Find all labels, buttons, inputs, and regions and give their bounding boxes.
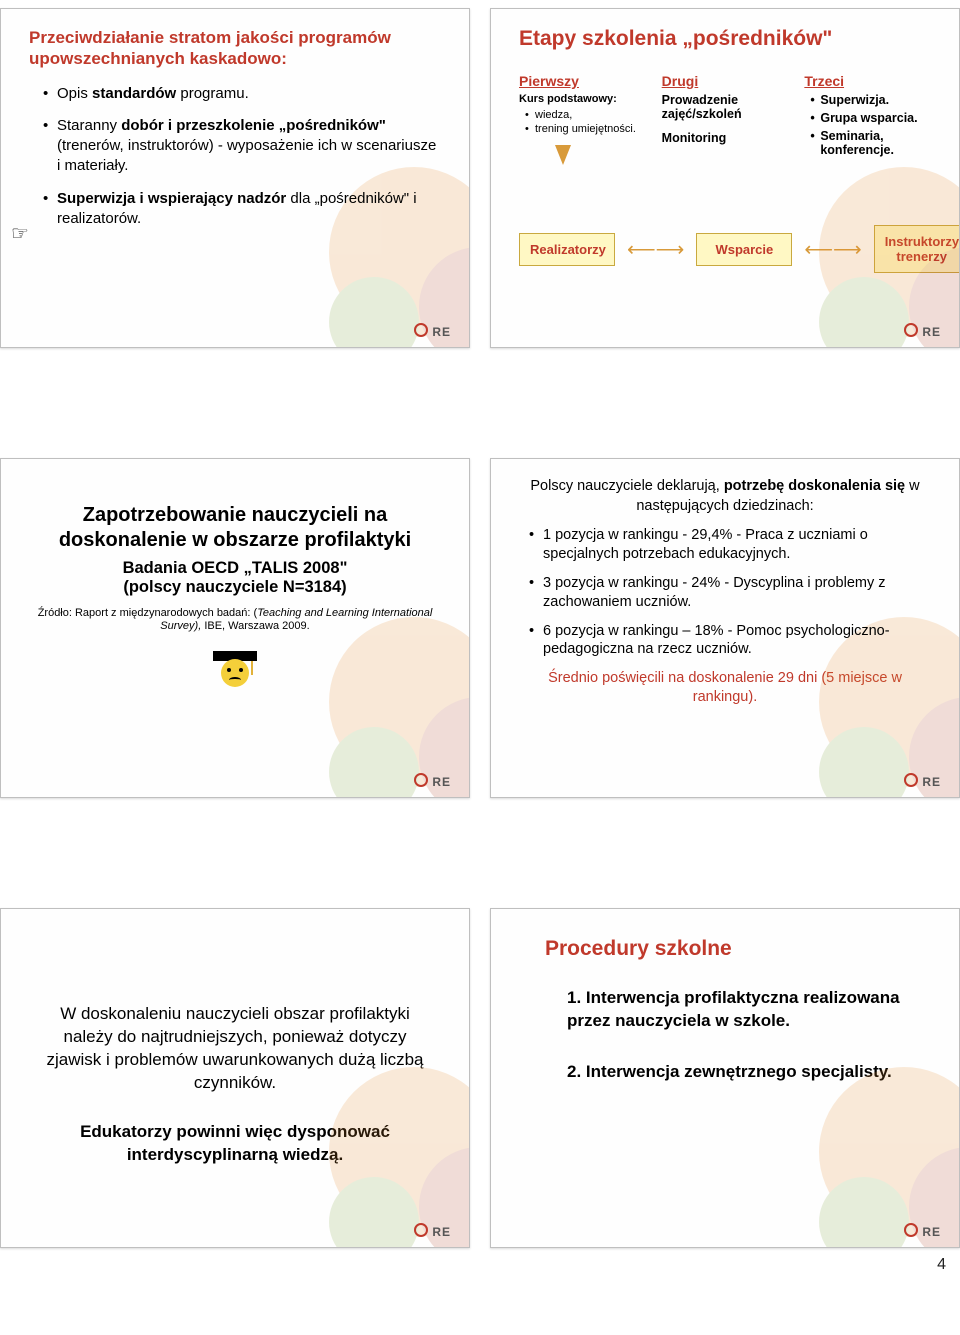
slide3-sub2: (polscy nauczyciele N=3184) xyxy=(123,578,346,597)
ore-logo: RE xyxy=(904,323,941,339)
list-item: 6 pozycja w rankingu – 18% - Pomoc psych… xyxy=(529,622,931,660)
stage-col-3: Trzeci Superwizja. Grupa wsparcia. Semin… xyxy=(804,73,931,171)
ore-logo: RE xyxy=(904,773,941,789)
box-realizatorzy: Realizatorzy xyxy=(519,233,615,266)
slide-procedures: Procedury szkolne 1. Interwencja profila… xyxy=(490,908,960,1248)
slide-ranking: Polscy nauczyciele deklarują, potrzebę d… xyxy=(490,458,960,798)
slide1-list: Opis standardów programu. Staranny dobór… xyxy=(29,84,441,230)
list-item: Seminaria, konferencje. xyxy=(810,129,931,157)
box-wsparcie: Wsparcie xyxy=(696,233,792,266)
list-item: Superwizja i wspierający nadzór dla „poś… xyxy=(43,189,441,230)
slide4-average: Średnio poświęcili na doskonalenie 29 dn… xyxy=(519,669,931,707)
slide-quality-loss: Przeciwdziałanie stratom jakości program… xyxy=(0,8,470,348)
list-item: Grupa wsparcia. xyxy=(810,111,931,125)
double-arrow-icon: ⟵⟶ xyxy=(804,242,861,256)
slide6-title: Procedury szkolne xyxy=(545,937,931,961)
slide5-para1: W doskonaleniu nauczycieli obszar profil… xyxy=(45,1003,425,1095)
box-instruktorzy: Instruktorzy/ trenerzy xyxy=(874,225,960,273)
slide3-source: Źródło: Raport z międzynarodowych badań:… xyxy=(29,607,441,633)
ore-logo: RE xyxy=(904,1223,941,1239)
pointing-hand-icon: ☞ xyxy=(11,221,29,246)
list-item: Opis standardów programu. xyxy=(43,84,441,104)
stage-box-row: Realizatorzy ⟵⟶ Wsparcie ⟵⟶ Instruktorzy… xyxy=(519,225,931,273)
ore-logo: RE xyxy=(414,1223,451,1239)
list-item: Superwizja. xyxy=(810,93,931,107)
list-item: wiedza, xyxy=(525,109,646,121)
double-arrow-icon: ⟵⟶ xyxy=(627,242,684,256)
stage-col-2: Drugi Prowadzenie zajęć/szkoleń Monitori… xyxy=(662,73,789,171)
slide-training-stages: Etapy szkolenia „pośredników" Pierwszy K… xyxy=(490,8,960,348)
graduation-icon xyxy=(213,651,257,687)
ore-logo: RE xyxy=(414,773,451,789)
stage-col-1: Pierwszy Kurs podstawowy: wiedza, trenin… xyxy=(519,73,646,171)
list-item: 2. Interwencja zewnętrznego specjalisty. xyxy=(567,1061,931,1084)
list-item: trening umiejętności. xyxy=(525,123,646,135)
slide-talis: Zapotrzebowanie nauczycieli na doskonale… xyxy=(0,458,470,798)
list-item: Staranny dobór i przeszkolenie „pośredni… xyxy=(43,116,441,177)
slide1-title: Przeciwdziałanie stratom jakości program… xyxy=(29,27,441,70)
slide2-title: Etapy szkolenia „pośredników" xyxy=(519,27,931,51)
list-item: 1 pozycja w rankingu - 29,4% - Praca z u… xyxy=(529,526,931,564)
slide3-title: Zapotrzebowanie nauczycieli na doskonale… xyxy=(29,503,441,553)
list-item: 3 pozycja w rankingu - 24% - Dyscyplina … xyxy=(529,574,931,612)
slide4-list: 1 pozycja w rankingu - 29,4% - Praca z u… xyxy=(519,526,931,659)
slide5-para2: Edukatorzy powinni więc dysponować inter… xyxy=(55,1121,415,1167)
slide-interdisciplinary: W doskonaleniu nauczycieli obszar profil… xyxy=(0,908,470,1248)
slide3-sub1: Badania OECD „TALIS 2008" xyxy=(123,559,348,578)
slide4-lead: Polscy nauczyciele deklarują, potrzebę d… xyxy=(519,477,931,516)
arrow-down-icon xyxy=(555,145,571,165)
list-item: 1. Interwencja profilaktyczna realizowan… xyxy=(567,987,931,1033)
page-number: 4 xyxy=(0,1248,960,1274)
ore-logo: RE xyxy=(414,323,451,339)
slide6-list: 1. Interwencja profilaktyczna realizowan… xyxy=(519,987,931,1084)
